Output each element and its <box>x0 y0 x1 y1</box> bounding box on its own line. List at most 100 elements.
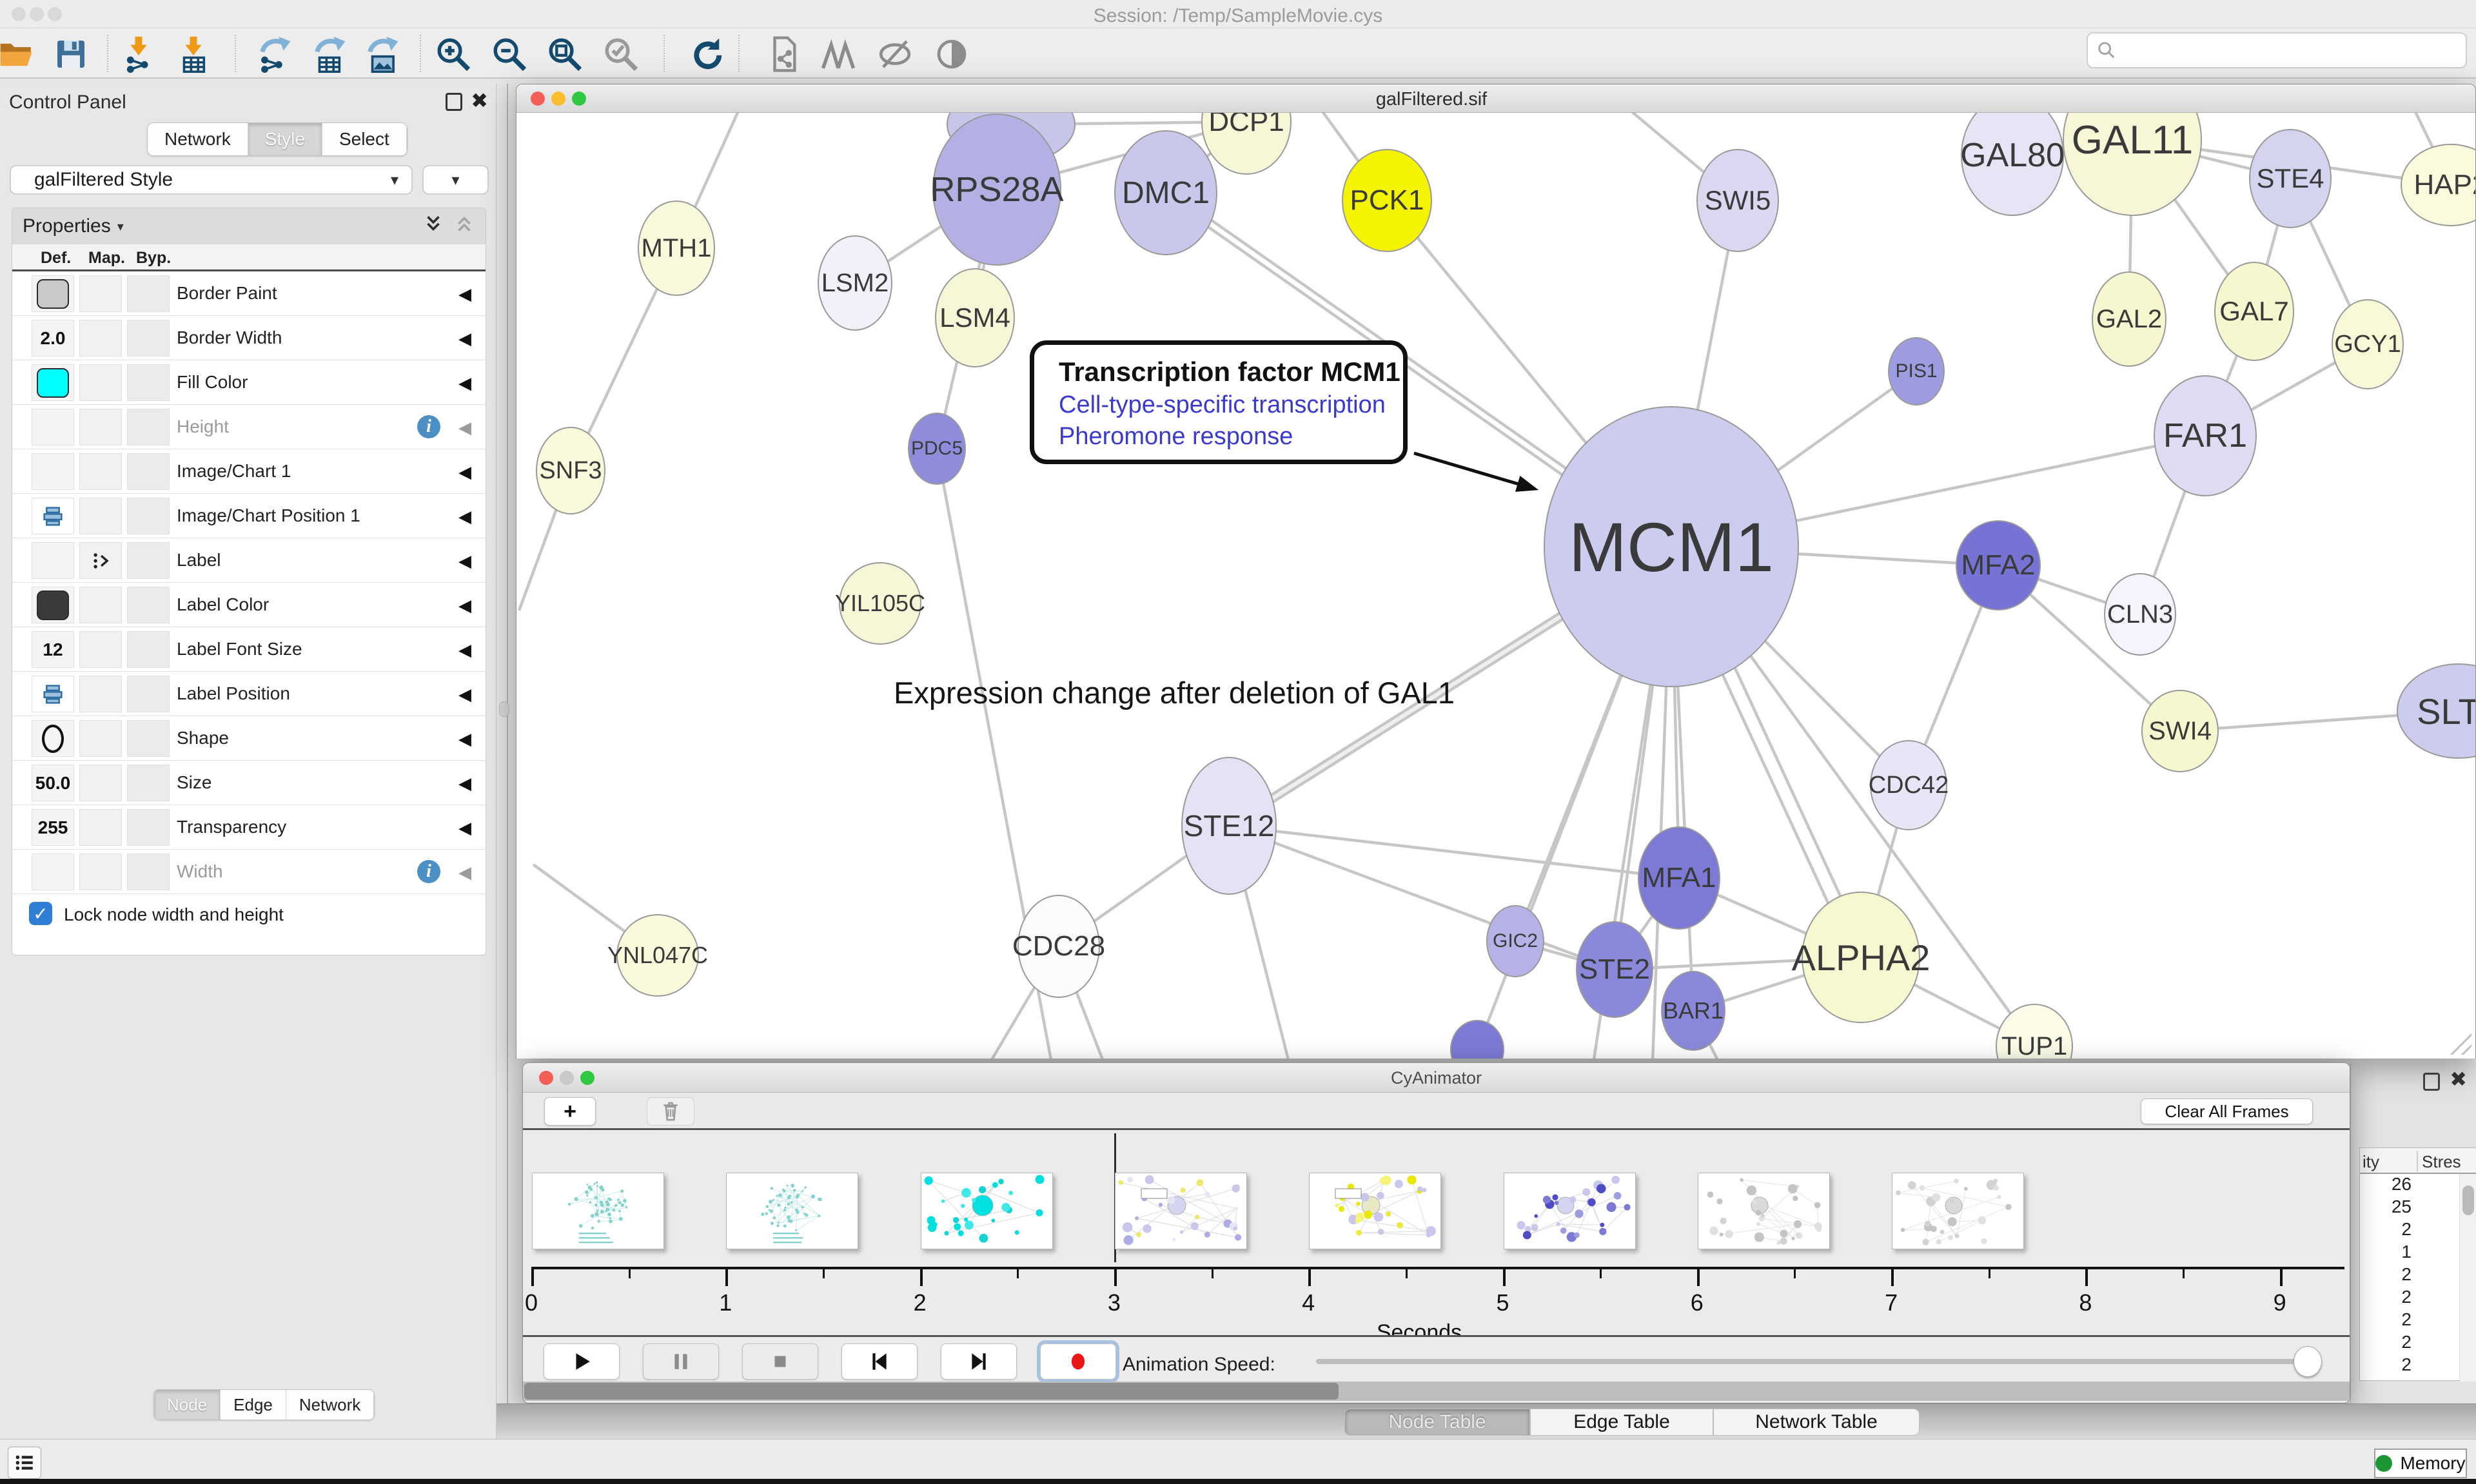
memory-button[interactable]: Memory <box>2374 1449 2467 1478</box>
hide-details-icon[interactable] <box>874 34 916 75</box>
property-cell[interactable]: 255 <box>32 809 74 846</box>
export-image-icon[interactable] <box>361 34 402 75</box>
pause-button[interactable] <box>643 1343 719 1380</box>
expand-row-icon[interactable]: ◀ <box>458 284 471 304</box>
network-node-GCY1[interactable]: GCY1 <box>2332 299 2404 389</box>
export-network-icon[interactable] <box>253 34 295 75</box>
property-cell[interactable] <box>127 720 170 757</box>
expand-row-icon[interactable]: ◀ <box>458 329 471 348</box>
expand-row-icon[interactable]: ◀ <box>458 507 471 526</box>
network-node-MFA2[interactable]: MFA2 <box>1956 520 2041 610</box>
network-node-FAR1[interactable]: FAR1 <box>2154 375 2257 496</box>
property-cell[interactable] <box>127 676 170 712</box>
property-row-size[interactable]: 50.0 Size ◀ <box>12 761 486 805</box>
maximize-window-icon[interactable] <box>580 1071 594 1085</box>
network-node-ALPHA2[interactable]: ALPHA2 <box>1792 892 1930 1023</box>
cyanimator-titlebar[interactable]: CyAnimator <box>523 1063 2350 1093</box>
save-session-icon[interactable] <box>50 34 92 75</box>
network-node-YIL105C[interactable]: YIL105C <box>835 562 925 645</box>
property-row-height[interactable]: Height i ◀ <box>12 405 486 449</box>
search-input[interactable] <box>2087 32 2467 68</box>
network-node-DMC1[interactable]: DMC1 <box>1114 130 1217 255</box>
tab-network-table[interactable]: Network Table <box>1713 1409 1920 1436</box>
property-cell[interactable] <box>79 720 122 757</box>
frame-thumbnail-2[interactable] <box>920 1173 1053 1249</box>
network-file-icon[interactable] <box>763 34 805 75</box>
network-node-GAL2[interactable]: GAL2 <box>2092 271 2166 367</box>
property-cell[interactable]: 12 <box>32 631 74 668</box>
panel-tab-node[interactable]: Node <box>154 1390 221 1420</box>
expand-row-icon[interactable]: ◀ <box>458 863 471 882</box>
property-row-width[interactable]: Width i ◀ <box>12 850 486 894</box>
network-canvas[interactable]: RPS28ADMC1DCP1PCK1SWI5GAL11GAL80STE4HAP2… <box>516 113 2475 1059</box>
expand-all-icon[interactable] <box>422 213 444 240</box>
import-table-icon[interactable] <box>173 34 214 75</box>
network-node-LSM4[interactable]: LSM4 <box>935 268 1015 367</box>
table-row[interactable]: 2 <box>2401 1332 2412 1352</box>
property-cell[interactable] <box>32 854 74 890</box>
property-cell[interactable] <box>79 409 122 445</box>
panel-splitter[interactable] <box>496 84 516 1403</box>
network-node-LSM2[interactable]: LSM2 <box>818 235 892 331</box>
frame-thumbnail-3[interactable] <box>1114 1173 1247 1249</box>
close-window-icon[interactable] <box>12 7 26 21</box>
property-cell[interactable] <box>127 498 170 534</box>
property-cell[interactable] <box>79 587 122 623</box>
expand-row-icon[interactable]: ◀ <box>458 818 471 837</box>
property-cell[interactable] <box>79 676 122 712</box>
stop-button[interactable] <box>742 1343 818 1380</box>
network-node-SWI4[interactable]: SWI4 <box>2141 690 2219 772</box>
property-cell[interactable] <box>32 409 74 445</box>
property-row-image-chart-position-1[interactable]: Image/Chart Position 1 ◀ <box>12 494 486 538</box>
export-table-icon[interactable] <box>308 34 349 75</box>
network-node-CDC28[interactable]: CDC28 <box>1012 895 1105 998</box>
network-node-SWI5[interactable]: SWI5 <box>1696 149 1779 252</box>
network-node-PIS1[interactable]: PIS1 <box>1888 337 1945 405</box>
column-stress[interactable]: Stres <box>2422 1152 2461 1171</box>
frame-thumbnail-4[interactable] <box>1309 1173 1442 1249</box>
network-node-GAL7[interactable]: GAL7 <box>2214 262 2294 361</box>
network-window-titlebar[interactable]: galFiltered.sif <box>516 84 2475 113</box>
zoom-in-icon[interactable] <box>433 34 474 75</box>
network-node-MFA1[interactable]: MFA1 <box>1638 826 1720 930</box>
property-cell[interactable] <box>32 587 74 623</box>
expand-row-icon[interactable]: ◀ <box>458 551 471 571</box>
add-frame-button[interactable]: + <box>544 1097 596 1126</box>
table-row[interactable]: 25 <box>2391 1196 2412 1216</box>
expand-row-icon[interactable]: ◀ <box>458 640 471 659</box>
network-node-MTH1[interactable]: MTH1 <box>638 200 715 296</box>
property-row-label-position[interactable]: Label Position ◀ <box>12 672 486 716</box>
search-network-icon[interactable] <box>818 34 859 75</box>
panel-tab-network[interactable]: Network <box>286 1390 375 1420</box>
slider-track[interactable] <box>1316 1359 2296 1364</box>
clear-all-frames-button[interactable]: Clear All Frames <box>2141 1098 2313 1124</box>
expand-row-icon[interactable]: ◀ <box>458 729 471 748</box>
tab-style[interactable]: Style <box>248 123 322 155</box>
property-cell[interactable] <box>32 542 74 579</box>
property-cell[interactable]: 50.0 <box>32 765 74 801</box>
minimize-window-icon[interactable] <box>551 92 565 106</box>
expand-row-icon[interactable]: ◀ <box>458 418 471 437</box>
property-cell[interactable] <box>79 275 122 312</box>
property-cell[interactable] <box>127 631 170 668</box>
lock-size-checkbox[interactable]: ✓ <box>29 902 52 925</box>
network-node-CDC42[interactable]: CDC42 <box>1869 740 1949 830</box>
style-options-button[interactable]: ▾ <box>422 165 489 195</box>
network-node-RPS28A[interactable]: RPS28A <box>930 113 1064 266</box>
property-cell[interactable] <box>127 364 170 401</box>
close-window-icon[interactable] <box>531 92 545 106</box>
expand-row-icon[interactable]: ◀ <box>458 596 471 615</box>
property-row-border-width[interactable]: 2.0 Border Width ◀ <box>12 316 486 360</box>
frame-thumbnail-6[interactable] <box>1697 1173 1830 1249</box>
network-node-STE4[interactable]: STE4 <box>2249 129 2332 228</box>
property-cell[interactable] <box>79 320 122 356</box>
last-frame-button[interactable] <box>941 1343 1017 1380</box>
property-cell[interactable] <box>79 809 122 846</box>
property-cell[interactable] <box>127 409 170 445</box>
refresh-layout-icon[interactable] <box>686 34 727 75</box>
task-history-button[interactable] <box>8 1447 41 1479</box>
network-node-MCM1[interactable]: MCM1 <box>1544 406 1799 687</box>
show-details-icon[interactable] <box>931 34 972 75</box>
table-header[interactable]: ity Stres <box>2360 1148 2476 1174</box>
network-node-CLN3[interactable]: CLN3 <box>2104 573 2176 656</box>
